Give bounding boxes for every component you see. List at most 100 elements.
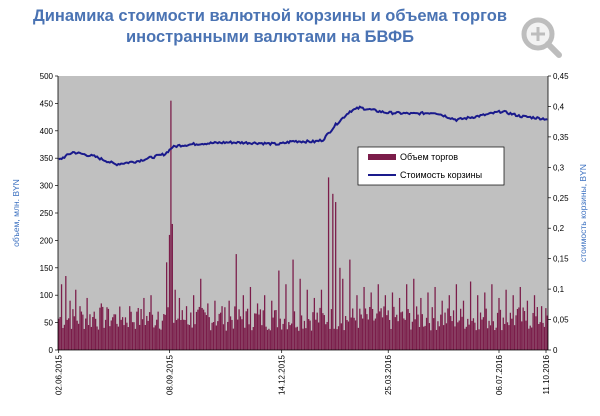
volume-bar: [244, 327, 246, 350]
volume-bar: [401, 311, 404, 350]
volume-bar: [85, 318, 87, 350]
y-right-tick-label: 0,2: [553, 224, 565, 233]
volume-bar: [482, 317, 485, 350]
volume-bar: [418, 327, 421, 350]
chart-title-line-1: Динамика стоимости валютной корзины и об…: [32, 7, 507, 25]
volume-bars: [58, 100, 548, 350]
y-left-tick-label: 50: [44, 319, 53, 328]
volume-bar: [471, 320, 473, 350]
volume-bar: [542, 322, 544, 350]
volume-bar: [417, 314, 419, 350]
volume-bar: [96, 326, 98, 350]
volume-bar: [447, 308, 449, 350]
volume-bar: [356, 295, 358, 350]
volume-bar: [495, 327, 497, 350]
volume-bar: [525, 320, 527, 350]
volume-bar: [158, 328, 161, 350]
volume-bar: [444, 312, 446, 350]
volume-bar: [454, 326, 456, 350]
volume-bar: [504, 323, 506, 350]
volume-bar: [508, 325, 510, 350]
volume-bar: [477, 295, 479, 350]
volume-bar: [69, 300, 71, 350]
volume-bar: [519, 286, 521, 350]
y-left-tick-label: 0: [49, 346, 54, 355]
volume-bar: [516, 308, 519, 350]
volume-bar: [75, 289, 77, 350]
volume-bar: [431, 307, 433, 350]
y-left-tick-label: 150: [40, 264, 54, 273]
volume-bar: [523, 311, 526, 350]
volume-bar: [496, 312, 499, 350]
volume-bar: [173, 322, 175, 350]
volume-bar: [245, 311, 247, 350]
volume-bar: [168, 234, 171, 350]
volume-bar: [187, 324, 189, 350]
volume-bar: [60, 284, 63, 350]
volume-bar: [265, 326, 267, 350]
magnifier-plus-icon[interactable]: [518, 14, 562, 58]
volume-bar: [63, 324, 66, 350]
volume-bar: [221, 306, 223, 350]
volume-bar: [346, 319, 348, 350]
legend-box: [357, 146, 505, 186]
volume-bar: [290, 323, 293, 350]
plot-area: [58, 76, 548, 350]
volume-bar: [207, 303, 209, 350]
volume-bar: [68, 318, 70, 350]
volume-bar: [317, 322, 320, 350]
volume-bar: [455, 284, 458, 350]
volume-bar: [146, 315, 148, 350]
volume-bar: [273, 310, 276, 350]
volume-bar: [362, 318, 364, 350]
volume-bar: [160, 329, 162, 350]
volume-bar: [166, 262, 168, 350]
volume-bar: [499, 309, 502, 350]
volume-bar: [441, 300, 443, 350]
volume-bar: [242, 295, 244, 350]
volume-bar: [434, 286, 436, 350]
volume-bar: [86, 297, 88, 350]
volume-bar: [376, 313, 378, 350]
volume-bar: [228, 300, 230, 350]
volume-bar: [126, 322, 128, 350]
volume-bar: [192, 295, 195, 350]
basket-cost-line: [58, 105, 548, 167]
volume-bar: [425, 317, 428, 350]
volume-bar: [72, 309, 74, 350]
volume-bar: [393, 306, 395, 350]
volume-bar: [102, 306, 104, 350]
volume-bar: [522, 307, 524, 350]
y-right-tick-label: 0,05: [553, 316, 569, 325]
volume-bar: [272, 317, 274, 350]
volume-bar: [494, 330, 496, 350]
volume-bar: [157, 311, 159, 350]
volume-bar: [403, 318, 405, 350]
volume-bar: [104, 319, 107, 350]
volume-bar: [100, 303, 102, 350]
volume-bar: [246, 308, 249, 350]
volume-bar: [360, 314, 362, 350]
volume-bar: [343, 330, 345, 350]
volume-bar: [498, 297, 500, 350]
volume-bar: [217, 321, 219, 350]
volume-bar: [532, 312, 534, 350]
volume-bar: [462, 300, 465, 350]
volume-bar: [184, 319, 186, 350]
x-tick-label: 08.09.2015: [165, 354, 174, 395]
volume-bar: [357, 327, 360, 350]
volume-bar: [117, 326, 120, 350]
volume-bar: [529, 325, 531, 350]
volume-bar: [344, 316, 347, 350]
volume-bar: [154, 325, 156, 350]
volume-bar: [502, 317, 504, 350]
volume-bar: [224, 307, 226, 350]
volume-bar: [486, 328, 489, 350]
volume-bar: [261, 325, 263, 350]
volume-bar: [177, 318, 179, 350]
volume-bar: [451, 321, 453, 350]
volume-bar: [185, 306, 188, 350]
volume-bar: [420, 297, 422, 350]
chart-title-line-2: иностранными валютами на БВФБ: [126, 28, 414, 46]
